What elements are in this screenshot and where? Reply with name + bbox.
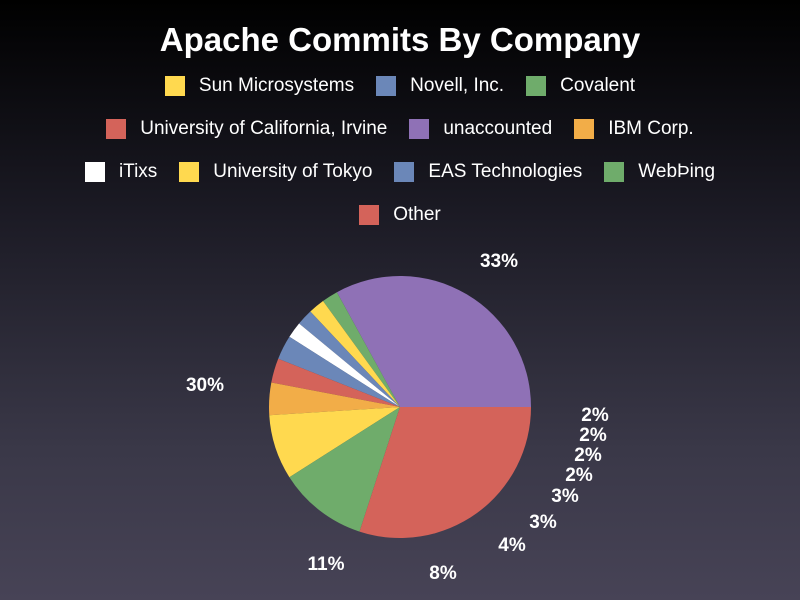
slice-percent-label: 3% xyxy=(529,512,557,533)
legend-item: WebÞing xyxy=(604,161,715,183)
legend-item: unaccounted xyxy=(409,118,552,140)
pie-slice xyxy=(359,407,531,539)
pie-slice xyxy=(271,358,400,407)
pie-slice xyxy=(310,301,400,407)
legend-label: University of California, Irvine xyxy=(140,117,388,139)
legend-label: unaccounted xyxy=(443,117,553,139)
pie-slice xyxy=(289,323,400,407)
legend-label: WebÞing xyxy=(638,160,716,182)
slice-percent-label: 33% xyxy=(480,251,518,272)
legend-label: IBM Corp. xyxy=(608,117,694,139)
legend-swatch xyxy=(394,161,415,182)
legend-row: University of California, Irvine unaccoun… xyxy=(0,107,800,150)
legend-item: EAS Technologies xyxy=(394,161,582,183)
legend-swatch xyxy=(409,118,430,139)
legend-item: Covalent xyxy=(526,75,635,97)
slice-percent-label: 2% xyxy=(574,445,602,466)
legend-item: University of California, Irvine xyxy=(106,118,387,140)
legend-swatch xyxy=(179,161,200,182)
legend-label: EAS Technologies xyxy=(428,160,583,182)
slice-percent-label: 4% xyxy=(498,535,526,556)
legend-row: Other xyxy=(0,193,800,236)
pie-slice xyxy=(278,336,400,407)
pie-slice xyxy=(299,311,400,407)
legend-item: IBM Corp. xyxy=(574,118,694,140)
legend-swatch xyxy=(604,161,625,182)
legend-label: Other xyxy=(393,203,441,225)
legend-label: Novell, Inc. xyxy=(410,74,505,96)
legend-swatch xyxy=(164,75,185,96)
legend-swatch xyxy=(106,118,127,139)
slice-percent-label: 2% xyxy=(581,405,609,426)
slice-percent-label: 2% xyxy=(579,425,607,446)
legend-item: Other xyxy=(359,204,441,226)
legend-swatch xyxy=(84,161,105,182)
legend-swatch xyxy=(574,118,595,139)
slice-percent-label: 3% xyxy=(551,486,579,507)
legend-swatch xyxy=(526,75,547,96)
pie-slice xyxy=(269,382,400,416)
slice-percent-label: 2% xyxy=(565,465,593,486)
legend-item: iTixs xyxy=(84,160,158,183)
legend-row: iTixs University of Tokyo EAS Technologies… xyxy=(0,150,800,193)
chart-title: Apache Commits By Company xyxy=(159,21,641,58)
slice-percent-label: 8% xyxy=(429,563,457,584)
legend-label: Covalent xyxy=(560,74,636,96)
pie-slice xyxy=(323,292,400,407)
slice-percent-label: 11% xyxy=(308,554,345,575)
legend-row: Sun Microsystems Novell, Inc. Covalent xyxy=(0,64,800,107)
legend-swatch xyxy=(359,204,380,225)
legend-swatch xyxy=(376,75,397,96)
slice-percent-label: 30% xyxy=(186,375,224,396)
legend-label: iTixs xyxy=(118,160,158,182)
chart-legend: Sun Microsystems Novell, Inc. Covalent Univ… xyxy=(0,64,800,236)
legend-label: Sun Microsystems xyxy=(198,74,355,96)
legend-item: Novell, Inc. xyxy=(376,75,504,97)
pie-slice xyxy=(269,407,400,478)
legend-item: Sun Microsystems xyxy=(164,74,355,97)
legend-item: University of Tokyo xyxy=(179,161,372,183)
legend-label: University of Tokyo xyxy=(213,160,373,182)
pie-slice xyxy=(289,407,400,532)
pie-slice xyxy=(336,275,531,407)
